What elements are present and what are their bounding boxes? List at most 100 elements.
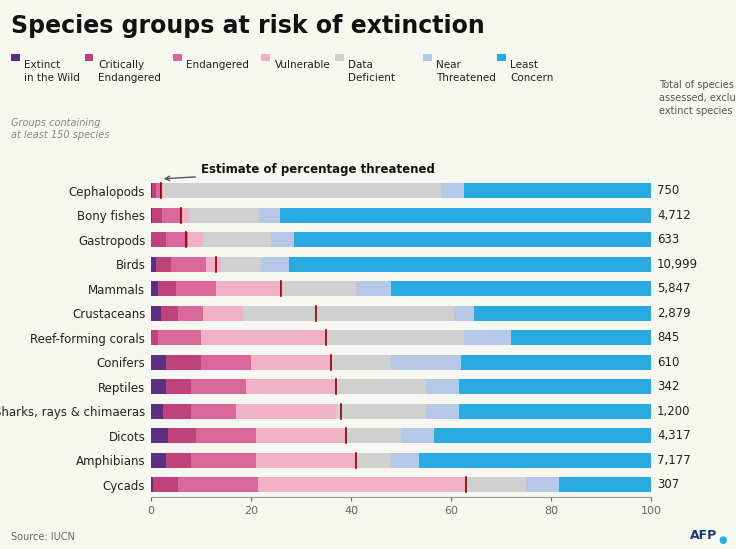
Text: 10,999: 10,999 — [657, 257, 698, 271]
Bar — [426, 379, 459, 394]
Bar — [166, 355, 201, 369]
Bar — [158, 330, 201, 345]
Bar — [151, 404, 163, 419]
Bar — [356, 281, 391, 296]
Bar — [196, 428, 256, 443]
Bar — [163, 404, 191, 419]
Bar — [151, 306, 161, 321]
Text: 5,847: 5,847 — [657, 282, 690, 295]
Bar — [151, 355, 166, 369]
Text: 610: 610 — [657, 356, 679, 368]
Bar — [419, 452, 651, 468]
Text: 4,317: 4,317 — [657, 429, 690, 442]
Bar — [201, 355, 251, 369]
Bar — [156, 183, 161, 198]
Bar — [189, 208, 260, 223]
Bar — [256, 452, 356, 468]
Bar — [152, 208, 162, 223]
Bar — [158, 281, 176, 296]
Bar — [466, 477, 526, 492]
Text: Data
Deficient: Data Deficient — [348, 60, 395, 83]
Text: 307: 307 — [657, 478, 679, 491]
Bar — [326, 330, 464, 345]
Bar — [426, 404, 459, 419]
Text: Estimate of percentage threatened: Estimate of percentage threatened — [165, 164, 435, 181]
Text: Critically
Endangered: Critically Endangered — [98, 60, 160, 83]
Bar — [391, 281, 651, 296]
Bar — [166, 232, 188, 247]
Bar — [203, 232, 271, 247]
Bar — [244, 306, 453, 321]
Bar — [191, 452, 256, 468]
Text: 1,200: 1,200 — [657, 405, 690, 418]
Bar — [166, 452, 191, 468]
Text: 4,712: 4,712 — [657, 209, 690, 222]
Text: 750: 750 — [657, 184, 679, 197]
Bar — [152, 183, 156, 198]
Bar — [331, 355, 391, 369]
Bar — [236, 404, 336, 419]
Bar — [336, 404, 426, 419]
Bar — [346, 428, 401, 443]
Text: 342: 342 — [657, 380, 679, 393]
Bar — [401, 428, 434, 443]
Bar — [191, 379, 246, 394]
Bar — [151, 477, 153, 492]
Bar — [206, 256, 221, 272]
Bar — [182, 208, 189, 223]
Bar — [461, 355, 651, 369]
Text: Endangered: Endangered — [186, 60, 249, 70]
Bar — [441, 183, 464, 198]
Bar — [151, 183, 152, 198]
Text: Species groups at risk of extinction: Species groups at risk of extinction — [11, 14, 485, 38]
Text: Near
Threatened: Near Threatened — [436, 60, 496, 83]
Bar — [434, 428, 651, 443]
Bar — [251, 355, 331, 369]
Text: Groups containing
at least 150 species: Groups containing at least 150 species — [11, 118, 110, 139]
Bar — [526, 477, 559, 492]
Bar — [151, 330, 158, 345]
Bar — [153, 477, 178, 492]
Bar — [464, 183, 651, 198]
Text: 633: 633 — [657, 233, 679, 246]
Bar — [474, 306, 651, 321]
Text: Total of species
assessed, excluding
extinct species: Total of species assessed, excluding ext… — [659, 80, 736, 116]
Text: Source: IUCN: Source: IUCN — [11, 533, 75, 542]
Bar — [464, 330, 512, 345]
Bar — [151, 208, 152, 223]
Bar — [512, 330, 651, 345]
Bar — [191, 404, 236, 419]
Bar — [459, 404, 651, 419]
Bar — [221, 256, 261, 272]
Bar — [260, 208, 280, 223]
Bar — [356, 452, 391, 468]
Bar — [178, 306, 203, 321]
Text: ●: ● — [718, 535, 727, 545]
Bar — [151, 452, 166, 468]
Bar — [258, 477, 466, 492]
Text: Least
Concern: Least Concern — [510, 60, 553, 83]
Bar — [281, 281, 356, 296]
Bar — [391, 452, 419, 468]
Bar — [151, 232, 166, 247]
Bar — [459, 379, 651, 394]
Bar — [391, 355, 461, 369]
Text: 2,879: 2,879 — [657, 307, 690, 320]
Bar — [261, 256, 289, 272]
Bar — [163, 183, 441, 198]
Bar — [246, 379, 336, 394]
Bar — [216, 281, 281, 296]
Text: Extinct
in the Wild: Extinct in the Wild — [24, 60, 80, 83]
Bar — [156, 256, 171, 272]
Bar — [151, 256, 156, 272]
Bar — [171, 256, 206, 272]
Bar — [271, 232, 294, 247]
Bar — [151, 428, 169, 443]
Bar — [162, 208, 182, 223]
Bar — [256, 428, 346, 443]
Bar — [188, 232, 203, 247]
Text: 845: 845 — [657, 331, 679, 344]
Bar — [166, 379, 191, 394]
Bar — [336, 379, 426, 394]
Bar — [169, 428, 196, 443]
